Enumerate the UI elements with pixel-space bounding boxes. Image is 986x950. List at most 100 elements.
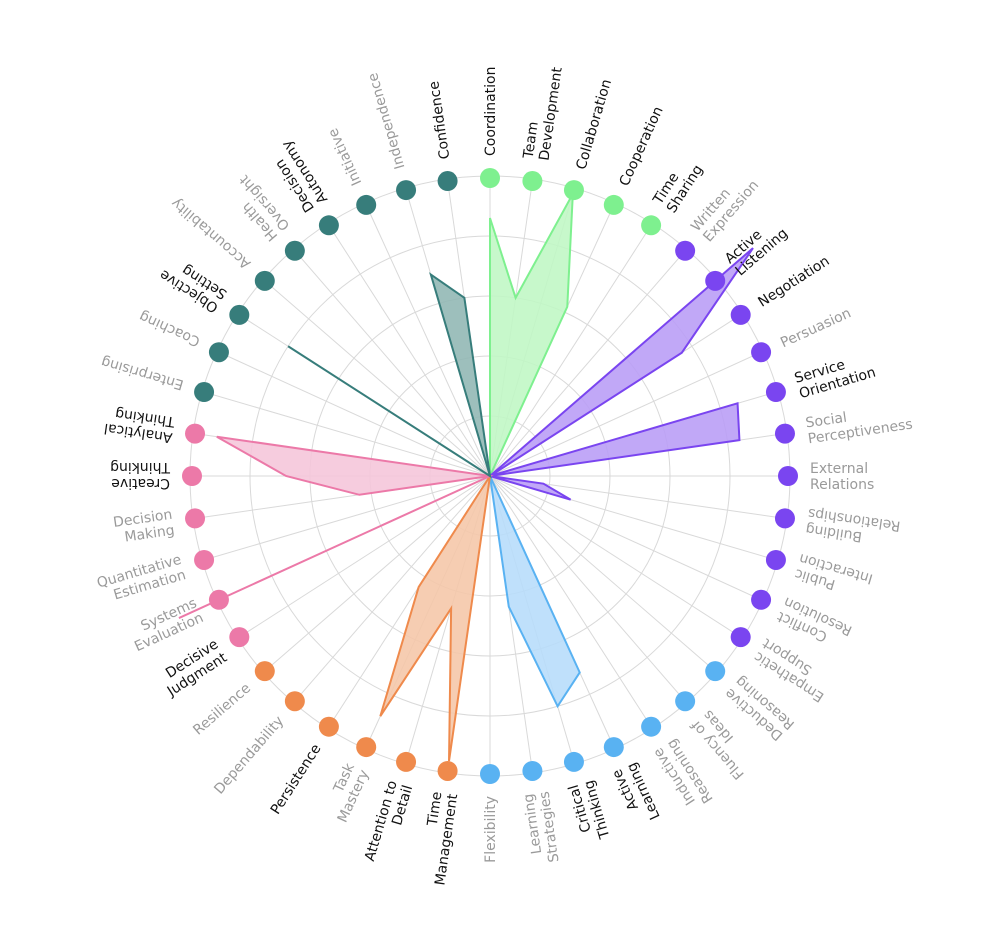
category-label: Initiative — [325, 126, 365, 188]
category-marker — [396, 751, 417, 772]
category-label-line: Team — [521, 120, 542, 160]
category-label: TeamDevelopment — [521, 63, 566, 162]
category-label: ObjectiveSetting — [157, 253, 230, 316]
category-label-line: Development — [537, 66, 566, 162]
category-marker — [774, 508, 795, 529]
grid-spoke — [262, 475, 491, 673]
category-marker — [254, 270, 275, 291]
grid-spoke — [202, 475, 491, 561]
category-label-line: Confidence — [426, 80, 453, 160]
category-marker — [751, 342, 772, 363]
category-marker — [185, 423, 206, 444]
series-area — [487, 247, 754, 501]
series-area — [287, 272, 492, 479]
category-marker — [284, 691, 305, 712]
category-label: Collaboration — [573, 77, 615, 171]
category-marker — [641, 716, 662, 737]
grid-spoke — [216, 350, 491, 477]
grid-spoke — [262, 279, 491, 477]
category-marker — [194, 549, 215, 570]
category-label: ServiceOrientation — [793, 349, 878, 402]
category-marker — [396, 180, 417, 201]
category-marker — [603, 194, 624, 215]
grid-spoke — [202, 391, 491, 477]
category-marker — [229, 304, 250, 325]
category-label: Persistence — [268, 741, 325, 817]
category-marker — [356, 194, 377, 215]
category-label: DecisionMaking — [112, 507, 176, 547]
category-label-line: Persuasion — [778, 305, 853, 351]
category-label-line: Coordination — [483, 67, 499, 156]
grid-spoke — [489, 475, 743, 639]
category-marker — [437, 171, 458, 192]
category-marker — [730, 627, 751, 648]
series-area — [379, 475, 491, 762]
category-marker — [318, 215, 339, 236]
category-marker — [182, 466, 202, 486]
category-label: Coordination — [483, 67, 499, 156]
grid-spoke — [489, 475, 764, 602]
category-marker — [254, 661, 275, 682]
category-label: TimeSharing — [650, 153, 707, 216]
grid-spoke — [237, 475, 491, 639]
category-label-line: Collaboration — [573, 77, 615, 171]
category-marker — [522, 171, 543, 192]
category-label: Independence — [365, 71, 408, 171]
category-label: SystemsEvaluation — [125, 595, 205, 655]
category-markers — [182, 168, 798, 784]
category-label-line: Social — [805, 410, 848, 432]
grid-spoke — [293, 475, 491, 704]
category-marker — [730, 304, 751, 325]
category-marker — [284, 240, 305, 261]
category-label-line: Building — [805, 521, 863, 545]
category-marker — [675, 240, 696, 261]
category-label: DecisiveJudgment — [155, 636, 230, 700]
category-marker — [208, 342, 229, 363]
grid-spoke — [489, 248, 687, 477]
grid-spoke — [489, 475, 687, 704]
category-label: Negotiation — [755, 253, 832, 310]
series-shapes — [178, 193, 754, 762]
category-label: Attention toDetail — [362, 779, 416, 868]
category-label: SocialPerceptiveness — [805, 401, 914, 448]
category-label-line: Time — [425, 791, 446, 828]
category-label-line: Persistence — [268, 741, 325, 817]
category-label: CriticalThinking — [566, 778, 614, 845]
category-marker — [705, 270, 726, 291]
category-marker — [437, 760, 458, 781]
category-label: AnalyticalThinking — [103, 404, 177, 446]
category-label-line: Resilience — [190, 680, 254, 738]
category-label: Dependability — [211, 713, 287, 797]
grid-spoke — [364, 202, 491, 477]
category-marker — [778, 466, 798, 486]
grid-spoke — [489, 350, 764, 477]
category-marker — [522, 760, 543, 781]
category-marker — [603, 737, 624, 758]
category-label: TimeManagement — [416, 790, 461, 886]
grid-spoke — [489, 475, 718, 673]
category-label: Persuasion — [778, 305, 853, 351]
category-label-line: Coaching — [137, 308, 203, 350]
category-marker — [774, 423, 795, 444]
category-marker — [480, 168, 500, 188]
category-label: External Relations — [810, 461, 874, 493]
category-label: Resilience — [190, 680, 254, 738]
category-label: Accountability — [168, 195, 254, 272]
grid-spoke — [293, 248, 491, 477]
category-marker — [194, 382, 215, 403]
category-label: PublicInteraction — [793, 550, 875, 602]
category-label: Enterprising — [99, 353, 185, 392]
category-label-line: Creative — [111, 475, 170, 491]
category-label: BuildingRelationships — [805, 505, 902, 550]
category-marker — [208, 589, 229, 610]
grid-spoke — [489, 475, 653, 729]
category-label-line: Relations — [810, 477, 874, 493]
category-label: Flexibility — [483, 796, 499, 863]
category-marker — [765, 549, 786, 570]
category-label-line: Making — [123, 523, 175, 546]
category-label-line: Enterprising — [99, 353, 185, 392]
grid-spoke — [327, 223, 491, 477]
category-label: CreativeThinking — [110, 459, 171, 491]
